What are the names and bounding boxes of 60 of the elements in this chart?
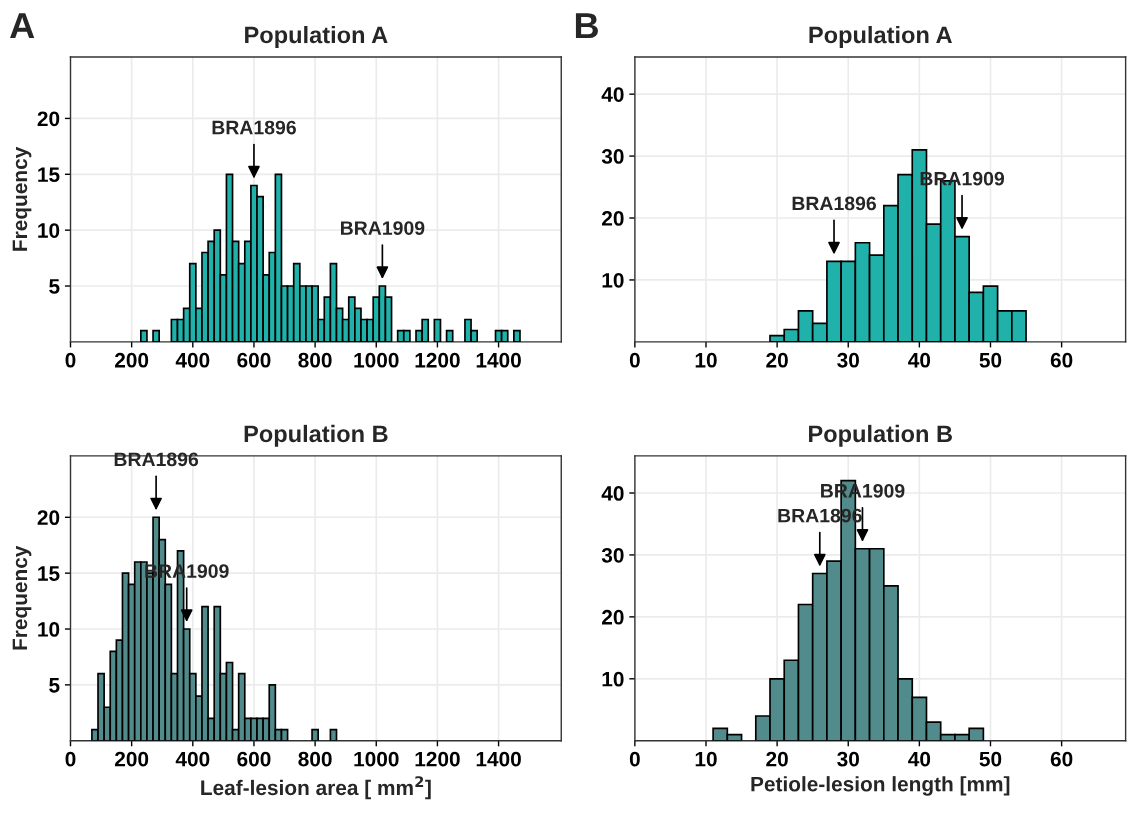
x-tick-label: 50 (979, 352, 1002, 368)
annotation: BRA1896 (212, 120, 296, 135)
x-tick-label: 0 (65, 751, 76, 767)
x-tick-label: 1200 (415, 352, 460, 368)
x-tick-label: 60 (1050, 751, 1073, 767)
chart-title: Population B (809, 424, 952, 447)
chart-title: Population A (809, 25, 952, 48)
y-tick-label: 15 (38, 566, 60, 581)
x-axis-title: Petiole-lesion length [mm] (751, 776, 1010, 796)
y-tick-label: 40 (601, 486, 624, 501)
text: A (10, 13, 35, 39)
annotation: BRA1896 (792, 196, 877, 211)
x-tick-label: 60 (1050, 352, 1073, 368)
x-tick-label: 50 (979, 751, 1002, 767)
x-tick-label: 40 (908, 352, 931, 368)
x-tick-label: 400 (175, 352, 210, 368)
text: B (575, 13, 598, 39)
y-tick-label: 5 (49, 678, 60, 693)
x-tick-label: 30 (837, 751, 859, 767)
x-tick-label: 40 (908, 751, 931, 767)
y-tick-label: 10 (38, 223, 60, 238)
x-tick-label: 1000 (354, 751, 399, 767)
x-tick-label: 20 (766, 352, 788, 368)
y-tick-label: 20 (37, 510, 60, 526)
y-tick-label: 20 (37, 111, 60, 127)
x-tick-label: 0 (629, 352, 640, 368)
x-tick-label: 600 (237, 352, 271, 368)
y-tick-label: 30 (601, 149, 624, 164)
y-tick-label: 10 (602, 671, 624, 687)
y-axis-title: Frequency (12, 146, 32, 251)
annotation: BRA1909 (340, 221, 425, 235)
chart-title: Population B (244, 424, 388, 447)
x-tick-label: 600 (237, 751, 271, 767)
y-tick-label: 20 (602, 211, 624, 226)
y-tick-label: 30 (601, 547, 624, 563)
x-tick-label: 400 (175, 751, 210, 767)
x-tick-label: 200 (114, 352, 149, 368)
x-tick-label: 800 (298, 751, 332, 767)
x-tick-label: 200 (114, 751, 149, 767)
x-tick-label: 1000 (354, 352, 399, 368)
x-tick-label: 20 (766, 751, 788, 767)
y-tick-label: 15 (38, 167, 60, 183)
annotation: BRA1896 (114, 452, 199, 467)
y-tick-label: 10 (38, 622, 60, 637)
x-tick-label: 1200 (415, 751, 460, 767)
x-tick-label: 0 (629, 751, 640, 767)
x-tick-label: 1400 (476, 751, 521, 767)
x-tick-label: 1400 (476, 352, 521, 368)
x-tick-label: 30 (837, 352, 859, 368)
x-tick-label: 10 (695, 352, 717, 368)
y-tick-label: 10 (602, 272, 624, 288)
x-tick-label: 10 (695, 751, 717, 767)
y-tick-label: 20 (602, 609, 624, 625)
chart-title: Population A (245, 25, 388, 48)
y-axis-title: Frequency (12, 545, 32, 650)
x-axis-title: Leaf-lesion area [ mm$^{2}$] (201, 776, 431, 800)
x-tick-label: 800 (298, 352, 332, 368)
y-tick-label: 40 (601, 87, 624, 102)
y-tick-label: 5 (49, 279, 60, 294)
x-tick-label: 0 (65, 352, 76, 368)
